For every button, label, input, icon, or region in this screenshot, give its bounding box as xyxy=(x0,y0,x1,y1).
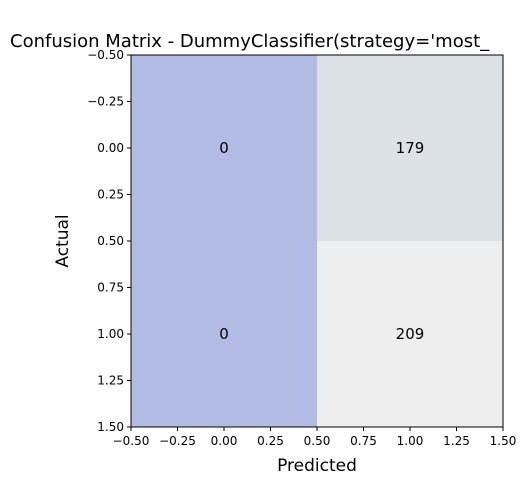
y-tick-label: 1.50 xyxy=(97,420,124,434)
x-tick-label: −0.25 xyxy=(159,434,196,448)
cell-value-label: 0 xyxy=(219,139,229,157)
x-axis-ticks: −0.50 −0.25 0.00 0.25 0.50 0.75 1.00 1.25 1.50 xyxy=(113,427,517,448)
heatmap-cell-r1-c1 xyxy=(317,241,503,427)
y-tick-label: 0.50 xyxy=(97,234,124,248)
y-tick-label: −0.25 xyxy=(87,95,124,109)
x-tick-label: 0.00 xyxy=(211,434,238,448)
x-tick-label: 1.25 xyxy=(443,434,470,448)
x-axis-label: Predicted xyxy=(277,456,357,476)
x-tick-label: 1.50 xyxy=(490,434,517,448)
chart-title: Confusion Matrix - DummyClassifier(strat… xyxy=(10,31,490,52)
y-tick-label: −0.50 xyxy=(87,48,124,62)
heatmap-cells: 0 179 0 209 xyxy=(131,55,503,427)
x-tick-label: 0.25 xyxy=(257,434,284,448)
heatmap-cell-r1-c0 xyxy=(131,241,317,427)
x-tick-label: 1.00 xyxy=(397,434,424,448)
y-tick-label: 0.25 xyxy=(97,188,124,202)
y-axis-label: Actual xyxy=(53,214,73,267)
cell-value-label: 209 xyxy=(396,325,425,343)
y-tick-label: 0.00 xyxy=(97,141,124,155)
cell-value-label: 179 xyxy=(396,139,425,157)
x-tick-label: 0.75 xyxy=(350,434,377,448)
y-tick-label: 0.75 xyxy=(97,281,124,295)
heatmap-cell-r0-c0 xyxy=(131,55,317,241)
cell-value-label: 0 xyxy=(219,325,229,343)
heatmap-cell-r0-c1 xyxy=(317,55,503,241)
y-tick-label: 1.00 xyxy=(97,327,124,341)
y-tick-label: 1.25 xyxy=(97,374,124,388)
y-axis-ticks: −0.50 −0.25 0.00 0.25 0.50 0.75 1.00 1.25 1.50 xyxy=(87,48,131,434)
x-tick-label: 0.50 xyxy=(304,434,331,448)
x-tick-label: −0.50 xyxy=(113,434,150,448)
